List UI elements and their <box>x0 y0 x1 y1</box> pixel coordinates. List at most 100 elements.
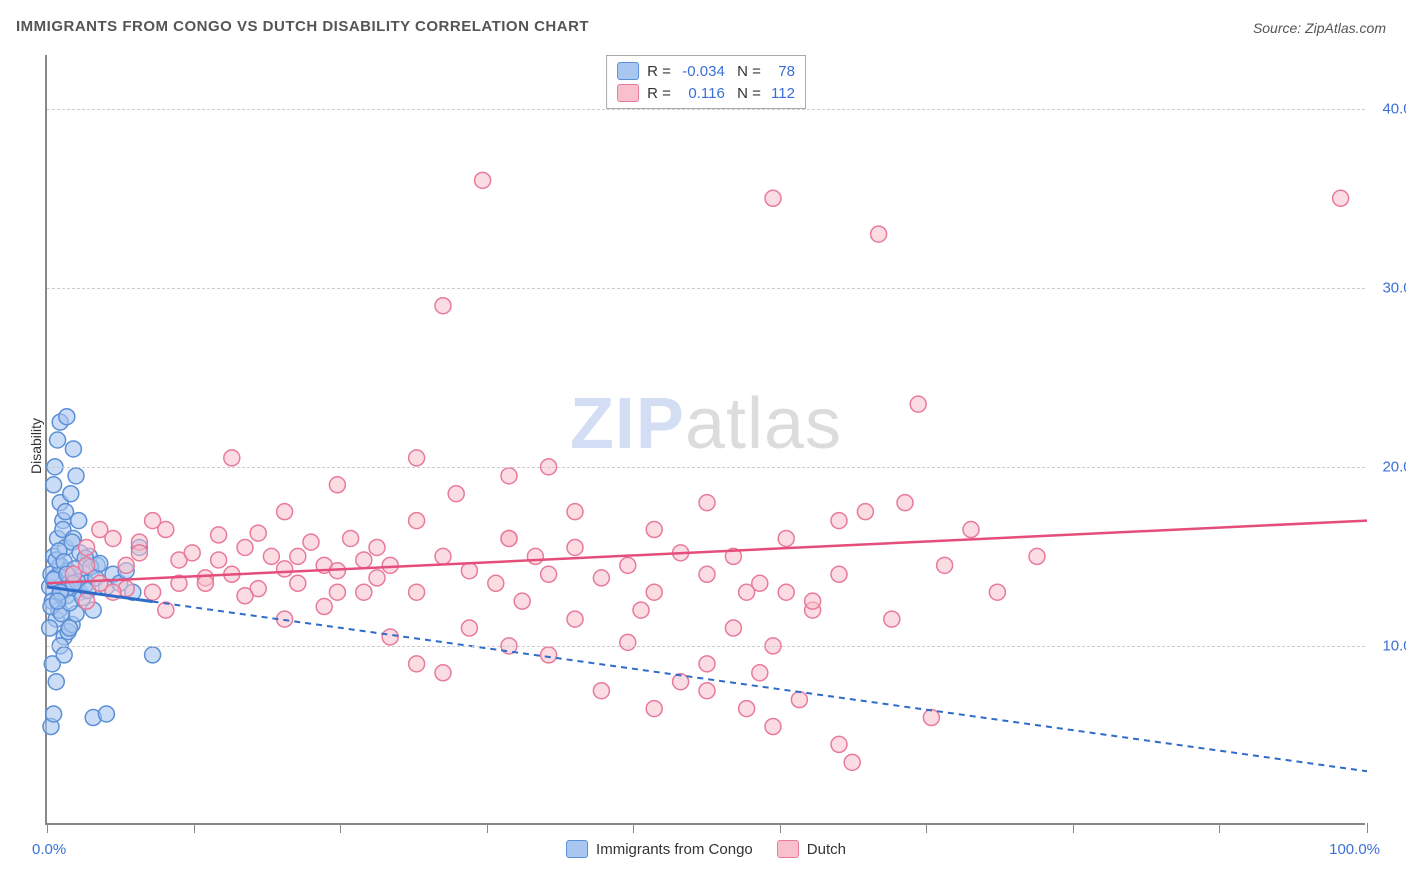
scatter-point <box>567 539 583 555</box>
scatter-point <box>475 172 491 188</box>
scatter-point <box>92 522 108 538</box>
scatter-point <box>46 706 62 722</box>
y-tick-label: 40.0% <box>1382 100 1406 117</box>
scatter-point <box>844 754 860 770</box>
gridline-h <box>47 646 1365 647</box>
scatter-point <box>937 557 953 573</box>
scatter-point <box>620 557 636 573</box>
scatter-point <box>369 539 385 555</box>
scatter-point <box>831 513 847 529</box>
scatter-point <box>211 552 227 568</box>
scatter-point <box>778 584 794 600</box>
scatter-point <box>63 486 79 502</box>
plot-area: ZIPatlas R = -0.034 N = 78R = 0.116 N = … <box>45 55 1365 825</box>
scatter-point <box>50 432 66 448</box>
gridline-h <box>47 467 1365 468</box>
scatter-point <box>79 539 95 555</box>
legend-swatch <box>617 84 639 102</box>
scatter-point <box>739 701 755 717</box>
scatter-point <box>250 525 266 541</box>
scatter-point <box>158 602 174 618</box>
scatter-point <box>237 539 253 555</box>
scatter-point <box>871 226 887 242</box>
scatter-point <box>989 584 1005 600</box>
scatter-point <box>501 468 517 484</box>
scatter-point <box>184 545 200 561</box>
scatter-point <box>461 620 477 636</box>
scatter-point <box>145 513 161 529</box>
scatter-point <box>805 593 821 609</box>
scatter-point <box>61 620 77 636</box>
scatter-point <box>646 522 662 538</box>
series-legend: Immigrants from CongoDutch <box>566 840 846 858</box>
scatter-point <box>593 683 609 699</box>
scatter-point <box>527 548 543 564</box>
scatter-point <box>211 527 227 543</box>
scatter-point <box>356 584 372 600</box>
x-tick <box>47 823 48 833</box>
scatter-point <box>329 477 345 493</box>
scatter-point <box>50 593 66 609</box>
scatter-point <box>567 504 583 520</box>
scatter-point <box>316 599 332 615</box>
x-tick <box>926 823 927 833</box>
scatter-point <box>765 719 781 735</box>
trend-line <box>153 602 1367 772</box>
scatter-point <box>765 190 781 206</box>
x-tick <box>340 823 341 833</box>
scatter-point <box>620 634 636 650</box>
scatter-point <box>237 588 253 604</box>
scatter-point <box>382 557 398 573</box>
legend-row: R = 0.116 N = 112 <box>617 82 795 104</box>
scatter-point <box>303 534 319 550</box>
scatter-point <box>435 298 451 314</box>
scatter-point <box>329 584 345 600</box>
scatter-point <box>145 647 161 663</box>
scatter-point <box>277 561 293 577</box>
scatter-point <box>752 665 768 681</box>
y-tick-label: 20.0% <box>1382 458 1406 475</box>
scatter-point <box>42 620 58 636</box>
scatter-point <box>633 602 649 618</box>
scatter-point <box>263 548 279 564</box>
scatter-point <box>448 486 464 502</box>
x-tick <box>1219 823 1220 833</box>
scatter-point <box>48 674 64 690</box>
scatter-point <box>343 530 359 546</box>
scatter-point <box>79 557 95 573</box>
x-tick <box>194 823 195 833</box>
y-tick-label: 30.0% <box>1382 279 1406 296</box>
scatter-point <box>59 409 75 425</box>
scatter-point <box>71 513 87 529</box>
x-max-label: 100.0% <box>1329 841 1380 858</box>
scatter-point <box>541 647 557 663</box>
scatter-point <box>409 584 425 600</box>
scatter-point <box>118 557 134 573</box>
legend-item: Dutch <box>777 840 846 858</box>
scatter-point <box>409 513 425 529</box>
scatter-point <box>435 665 451 681</box>
scatter-point <box>46 477 62 493</box>
gridline-h <box>47 288 1365 289</box>
scatter-point <box>369 570 385 586</box>
scatter-point <box>857 504 873 520</box>
scatter-point <box>409 450 425 466</box>
scatter-point <box>897 495 913 511</box>
legend-row: R = -0.034 N = 78 <box>617 60 795 82</box>
x-tick <box>780 823 781 833</box>
scatter-point <box>541 566 557 582</box>
scatter-point <box>646 584 662 600</box>
scatter-point <box>277 504 293 520</box>
scatter-point <box>65 441 81 457</box>
scatter-point <box>409 656 425 672</box>
scatter-point <box>778 530 794 546</box>
source-label: Source: ZipAtlas.com <box>1253 20 1386 36</box>
scatter-point <box>56 647 72 663</box>
scatter-point <box>725 620 741 636</box>
legend-label: Dutch <box>807 841 846 858</box>
gridline-h <box>47 109 1365 110</box>
scatter-point <box>290 548 306 564</box>
legend-swatch <box>617 62 639 80</box>
y-tick-label: 10.0% <box>1382 637 1406 654</box>
scatter-point <box>382 629 398 645</box>
